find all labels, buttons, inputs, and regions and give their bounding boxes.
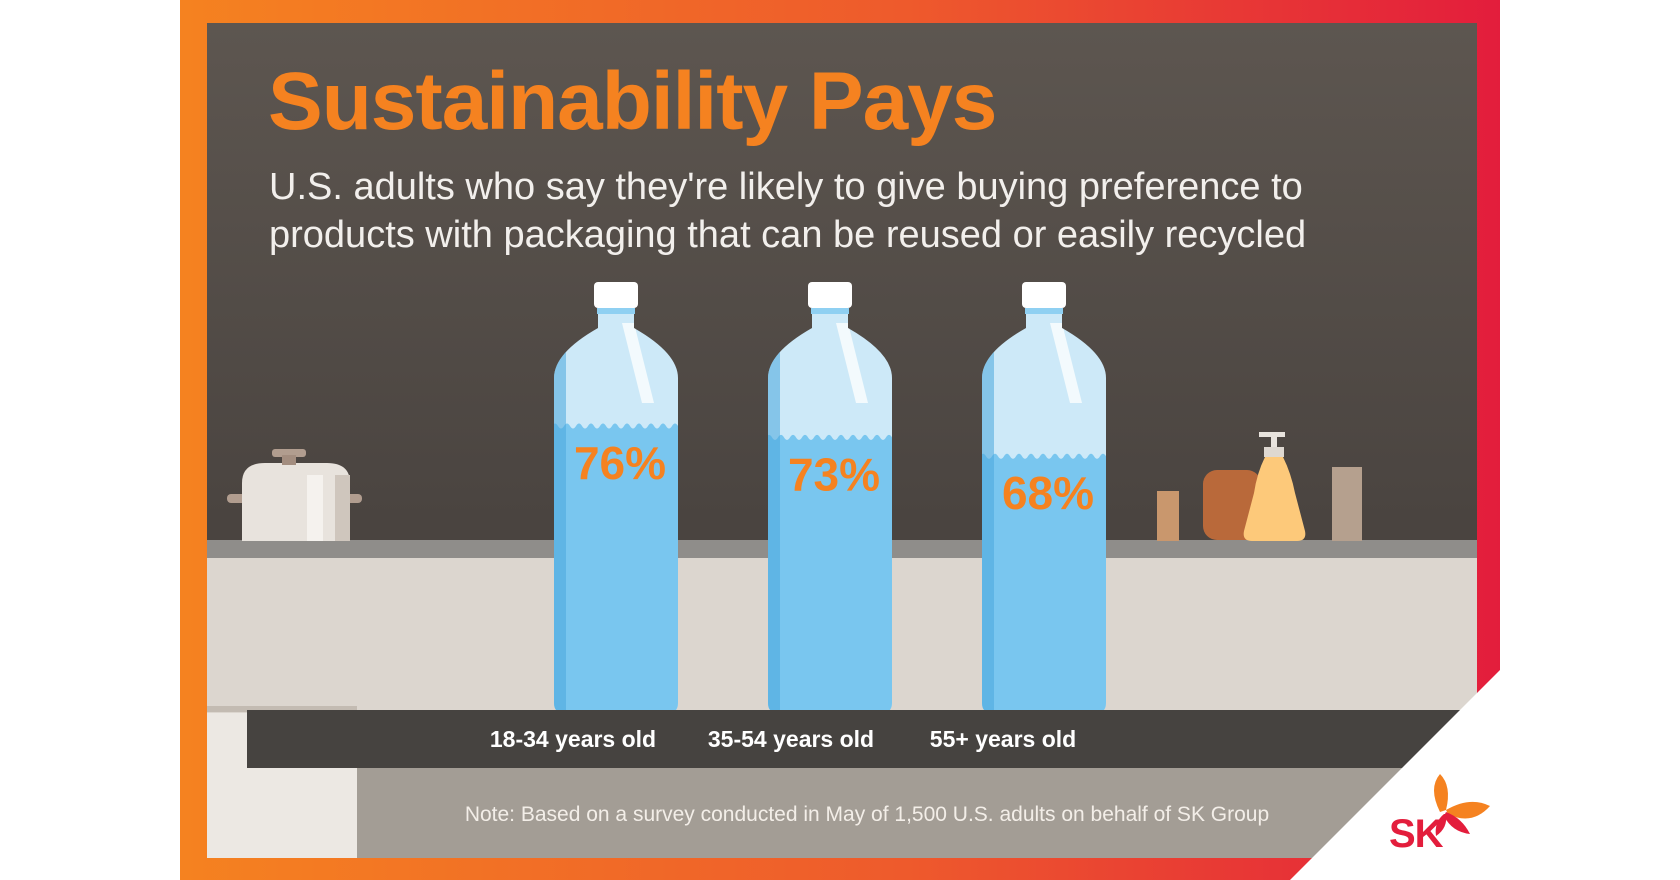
infographic-title: Sustainability Pays <box>268 56 997 147</box>
bottle-bars: 76% 73% 68% <box>554 282 1106 713</box>
value-label-2: 73% <box>788 448 880 500</box>
pot-icon <box>227 449 362 541</box>
bar-fill <box>982 453 1106 713</box>
category-label-35-54: 35-54 years old <box>707 726 875 752</box>
bottle-bar-1: 76% <box>554 282 678 713</box>
shelf-items <box>1157 467 1362 541</box>
category-label-55-plus: 55+ years old <box>929 726 1077 752</box>
sk-logo-text: SK <box>1389 812 1444 856</box>
bottle-cap <box>594 282 638 308</box>
bottle-bar-3: 68% <box>982 282 1106 713</box>
value-label-3: 68% <box>1002 467 1094 519</box>
survey-note: Note: Based on a survey conducted in May… <box>464 803 1270 826</box>
soap-dispenser-icon <box>1243 432 1306 541</box>
content-panel: 76% 73% 68% Sustainability Pays U.S. adult… <box>207 23 1477 858</box>
bar-fill <box>768 434 892 713</box>
bottle-cap <box>1022 282 1066 308</box>
value-label-1: 76% <box>574 437 666 489</box>
bottle-bar-2: 73% <box>768 282 892 713</box>
category-label-18-34: 18-34 years old <box>489 726 657 752</box>
category-label-bar <box>247 710 1477 768</box>
bar-fill <box>554 423 678 713</box>
bottle-cap <box>808 282 852 308</box>
infographic-subtitle: U.S. adults who say they're likely to gi… <box>269 166 1307 256</box>
